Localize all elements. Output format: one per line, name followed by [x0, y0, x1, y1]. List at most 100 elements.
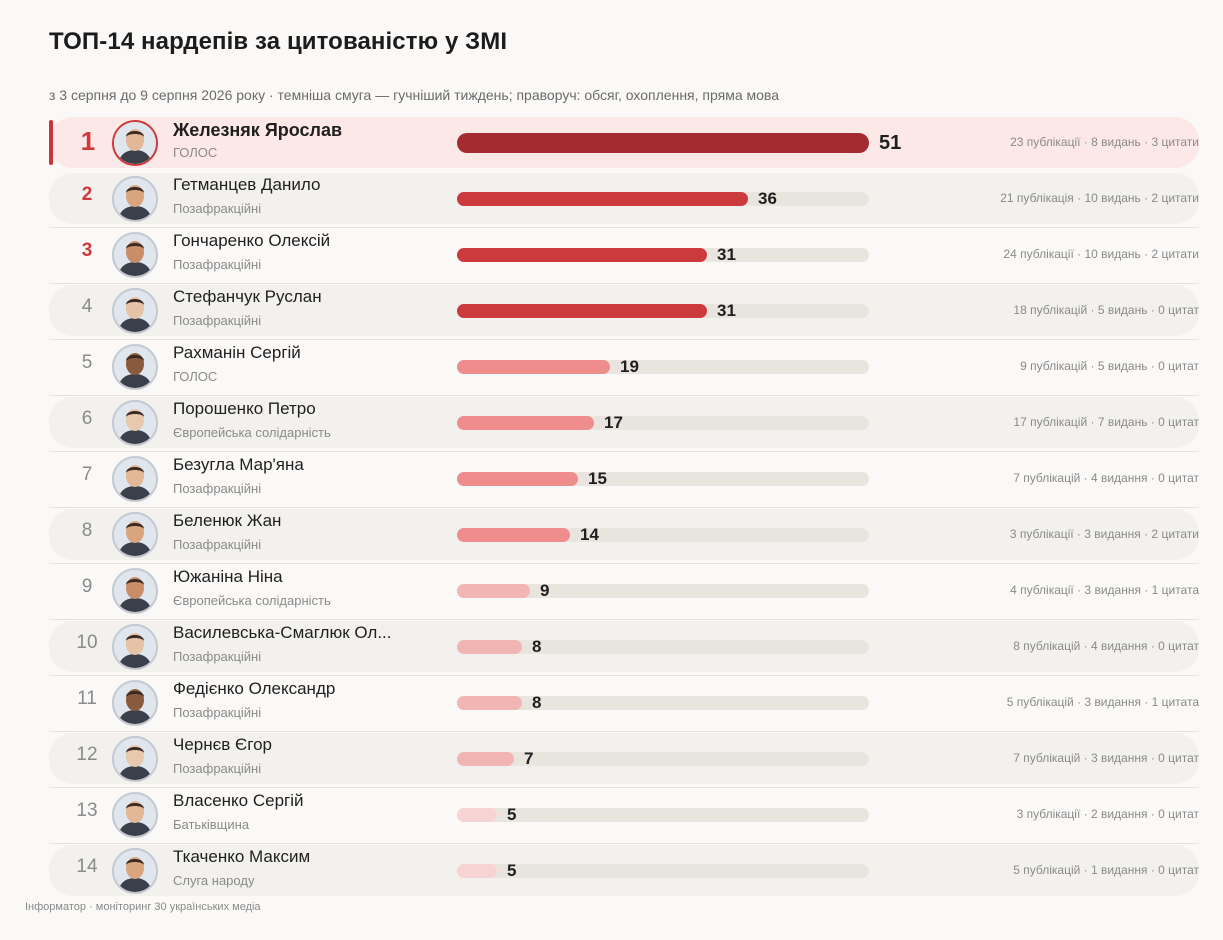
table-row[interactable]: 10 Василевська-Смаглюк Ол... Позафракційні…	[49, 620, 1199, 676]
row-divider	[49, 507, 1199, 508]
row-divider	[49, 787, 1199, 788]
mp-party: Позафракційні	[173, 201, 262, 216]
table-row[interactable]: 1 Железняк Ярослав ГОЛОС 51 23 публікації · …	[49, 116, 1199, 172]
bar	[457, 304, 707, 318]
bar-track	[457, 304, 869, 318]
bar-track	[457, 808, 869, 822]
bar-value-label: 5	[507, 805, 517, 824]
mp-name: Ткаченко Максим	[173, 847, 311, 866]
mp-name: Гончаренко Олексій	[173, 231, 331, 250]
mp-stats: 23 публікації · 8 видань · 3 цитати	[1010, 135, 1199, 149]
mp-stats: 4 публікації · 3 видання · 1 цитата	[1010, 583, 1199, 597]
bar-track	[457, 696, 869, 710]
mp-name: Порошенко Петро	[173, 399, 316, 418]
mp-name: Василевська-Смаглюк Ол...	[173, 623, 392, 642]
bar-track	[457, 192, 869, 206]
row-divider	[49, 451, 1199, 452]
mp-stats: 9 публікацій · 5 видань · 0 цитат	[1020, 359, 1199, 373]
mp-party: Батьківщина	[173, 817, 250, 832]
bar-track	[457, 528, 869, 542]
mp-stats: 24 публікації · 10 видань · 2 цитати	[1003, 247, 1199, 261]
table-row[interactable]: 14 Ткаченко Максим Слуга народу 5 5 публікац…	[49, 844, 1199, 900]
table-row[interactable]: 4 Стефанчук Руслан Позафракційні 31 18 публі…	[49, 284, 1199, 340]
bar-value-label: 17	[604, 413, 623, 432]
avatar-icon	[112, 680, 158, 726]
mp-party: Позафракційні	[173, 705, 262, 720]
bar-track	[457, 752, 869, 766]
ranking-list: 1 Железняк Ярослав ГОЛОС 51 23 публікації · …	[49, 116, 1199, 900]
bar-value-label: 9	[540, 581, 550, 600]
bar	[457, 640, 522, 654]
bar-track	[457, 864, 869, 878]
avatar-icon	[112, 624, 158, 670]
rank-number: 6	[81, 408, 93, 429]
mp-stats: 18 публікацій · 5 видань · 0 цитат	[1013, 303, 1199, 317]
avatar-icon	[112, 512, 158, 558]
rank-number: 14	[76, 856, 98, 877]
mp-stats: 17 публікацій · 7 видань · 0 цитат	[1013, 415, 1199, 429]
bar	[457, 584, 530, 598]
mp-stats: 7 публікацій · 4 видання · 0 цитат	[1013, 471, 1199, 485]
mp-name: Безугла Мар'яна	[173, 455, 304, 474]
bar	[457, 808, 497, 822]
table-row[interactable]: 2 Гетманцев Данило Позафракційні 36 21 публі…	[49, 172, 1199, 228]
page-title: ТОП-14 нардепів за цитованістю у ЗМІ	[49, 28, 508, 55]
mp-name: Власенко Сергій	[173, 791, 304, 810]
row-divider	[49, 339, 1199, 340]
bar	[457, 133, 869, 153]
bar-track	[457, 472, 869, 486]
mp-stats: 7 публікацій · 3 видання · 0 цитат	[1013, 751, 1199, 765]
mp-party: ГОЛОС	[173, 145, 218, 160]
rank-number: 7	[81, 464, 93, 485]
table-row[interactable]: 9 Южаніна Ніна Європейська солідарність 9 4 …	[49, 564, 1199, 620]
table-row[interactable]: 5 Рахманін Сергій ГОЛОС 19 9 публікацій · 5 …	[49, 340, 1199, 396]
bar-value-label: 8	[532, 693, 542, 712]
table-row[interactable]: 6 Порошенко Петро Європейська солідарність…	[49, 396, 1199, 452]
bar	[457, 416, 594, 430]
mp-stats: 21 публікація · 10 видань · 2 цитати	[1000, 191, 1199, 205]
row-divider	[49, 227, 1199, 228]
mp-name: Стефанчук Руслан	[173, 287, 322, 306]
mp-party: Позафракційні	[173, 481, 262, 496]
table-row[interactable]: 7 Безугла Мар'яна Позафракційні 15 7 публіка…	[49, 452, 1199, 508]
bar	[457, 696, 522, 710]
row-divider	[49, 731, 1199, 732]
mp-party: ГОЛОС	[173, 369, 218, 384]
bar	[457, 248, 707, 262]
rank-number: 10	[76, 632, 98, 653]
mp-name: Гетманцев Данило	[173, 175, 321, 194]
mp-party: Європейська солідарність	[173, 425, 331, 440]
bar	[457, 864, 497, 878]
mp-name: Рахманін Сергій	[173, 343, 301, 362]
bar-track	[457, 360, 869, 374]
rank-number: 11	[77, 688, 97, 709]
row-divider	[49, 395, 1199, 396]
bar	[457, 752, 514, 766]
table-row[interactable]: 12 Чернєв Єгор Позафракційні 7 7 публікацій …	[49, 732, 1199, 788]
row-divider	[49, 843, 1199, 844]
rank-number: 8	[81, 520, 93, 541]
bar-track	[457, 416, 869, 430]
table-row[interactable]: 3 Гончаренко Олексій Позафракційні 31 24 пуб…	[49, 228, 1199, 284]
mp-party: Позафракційні	[173, 649, 262, 664]
rank-number: 12	[76, 744, 98, 765]
avatar-icon	[112, 792, 158, 838]
bar	[457, 528, 570, 542]
avatar-icon	[112, 568, 158, 614]
table-row[interactable]: 8 Беленюк Жан Позафракційні 14 3 публікації …	[49, 508, 1199, 564]
avatar-icon	[112, 848, 158, 894]
bar-track	[457, 640, 869, 654]
table-row[interactable]: 11 Федієнко Олександр Позафракційні 8 5 публ…	[49, 676, 1199, 732]
mp-stats: 3 публікації · 3 видання · 2 цитати	[1009, 527, 1199, 541]
bar	[457, 192, 748, 206]
row-divider	[49, 675, 1199, 676]
mp-stats: 5 публікацій · 3 видання · 1 цитата	[1006, 695, 1199, 709]
mp-stats: 8 публікацій · 4 видання · 0 цитат	[1013, 639, 1199, 653]
row-divider	[49, 563, 1199, 564]
row-divider	[49, 619, 1199, 620]
row-divider	[49, 283, 1199, 284]
mp-stats: 5 публікацій · 1 видання · 0 цитат	[1013, 863, 1199, 877]
table-row[interactable]: 13 Власенко Сергій Батьківщина 5 3 публікаці…	[49, 788, 1199, 844]
bar-value-label: 7	[524, 749, 534, 768]
rank-number: 5	[81, 352, 93, 373]
